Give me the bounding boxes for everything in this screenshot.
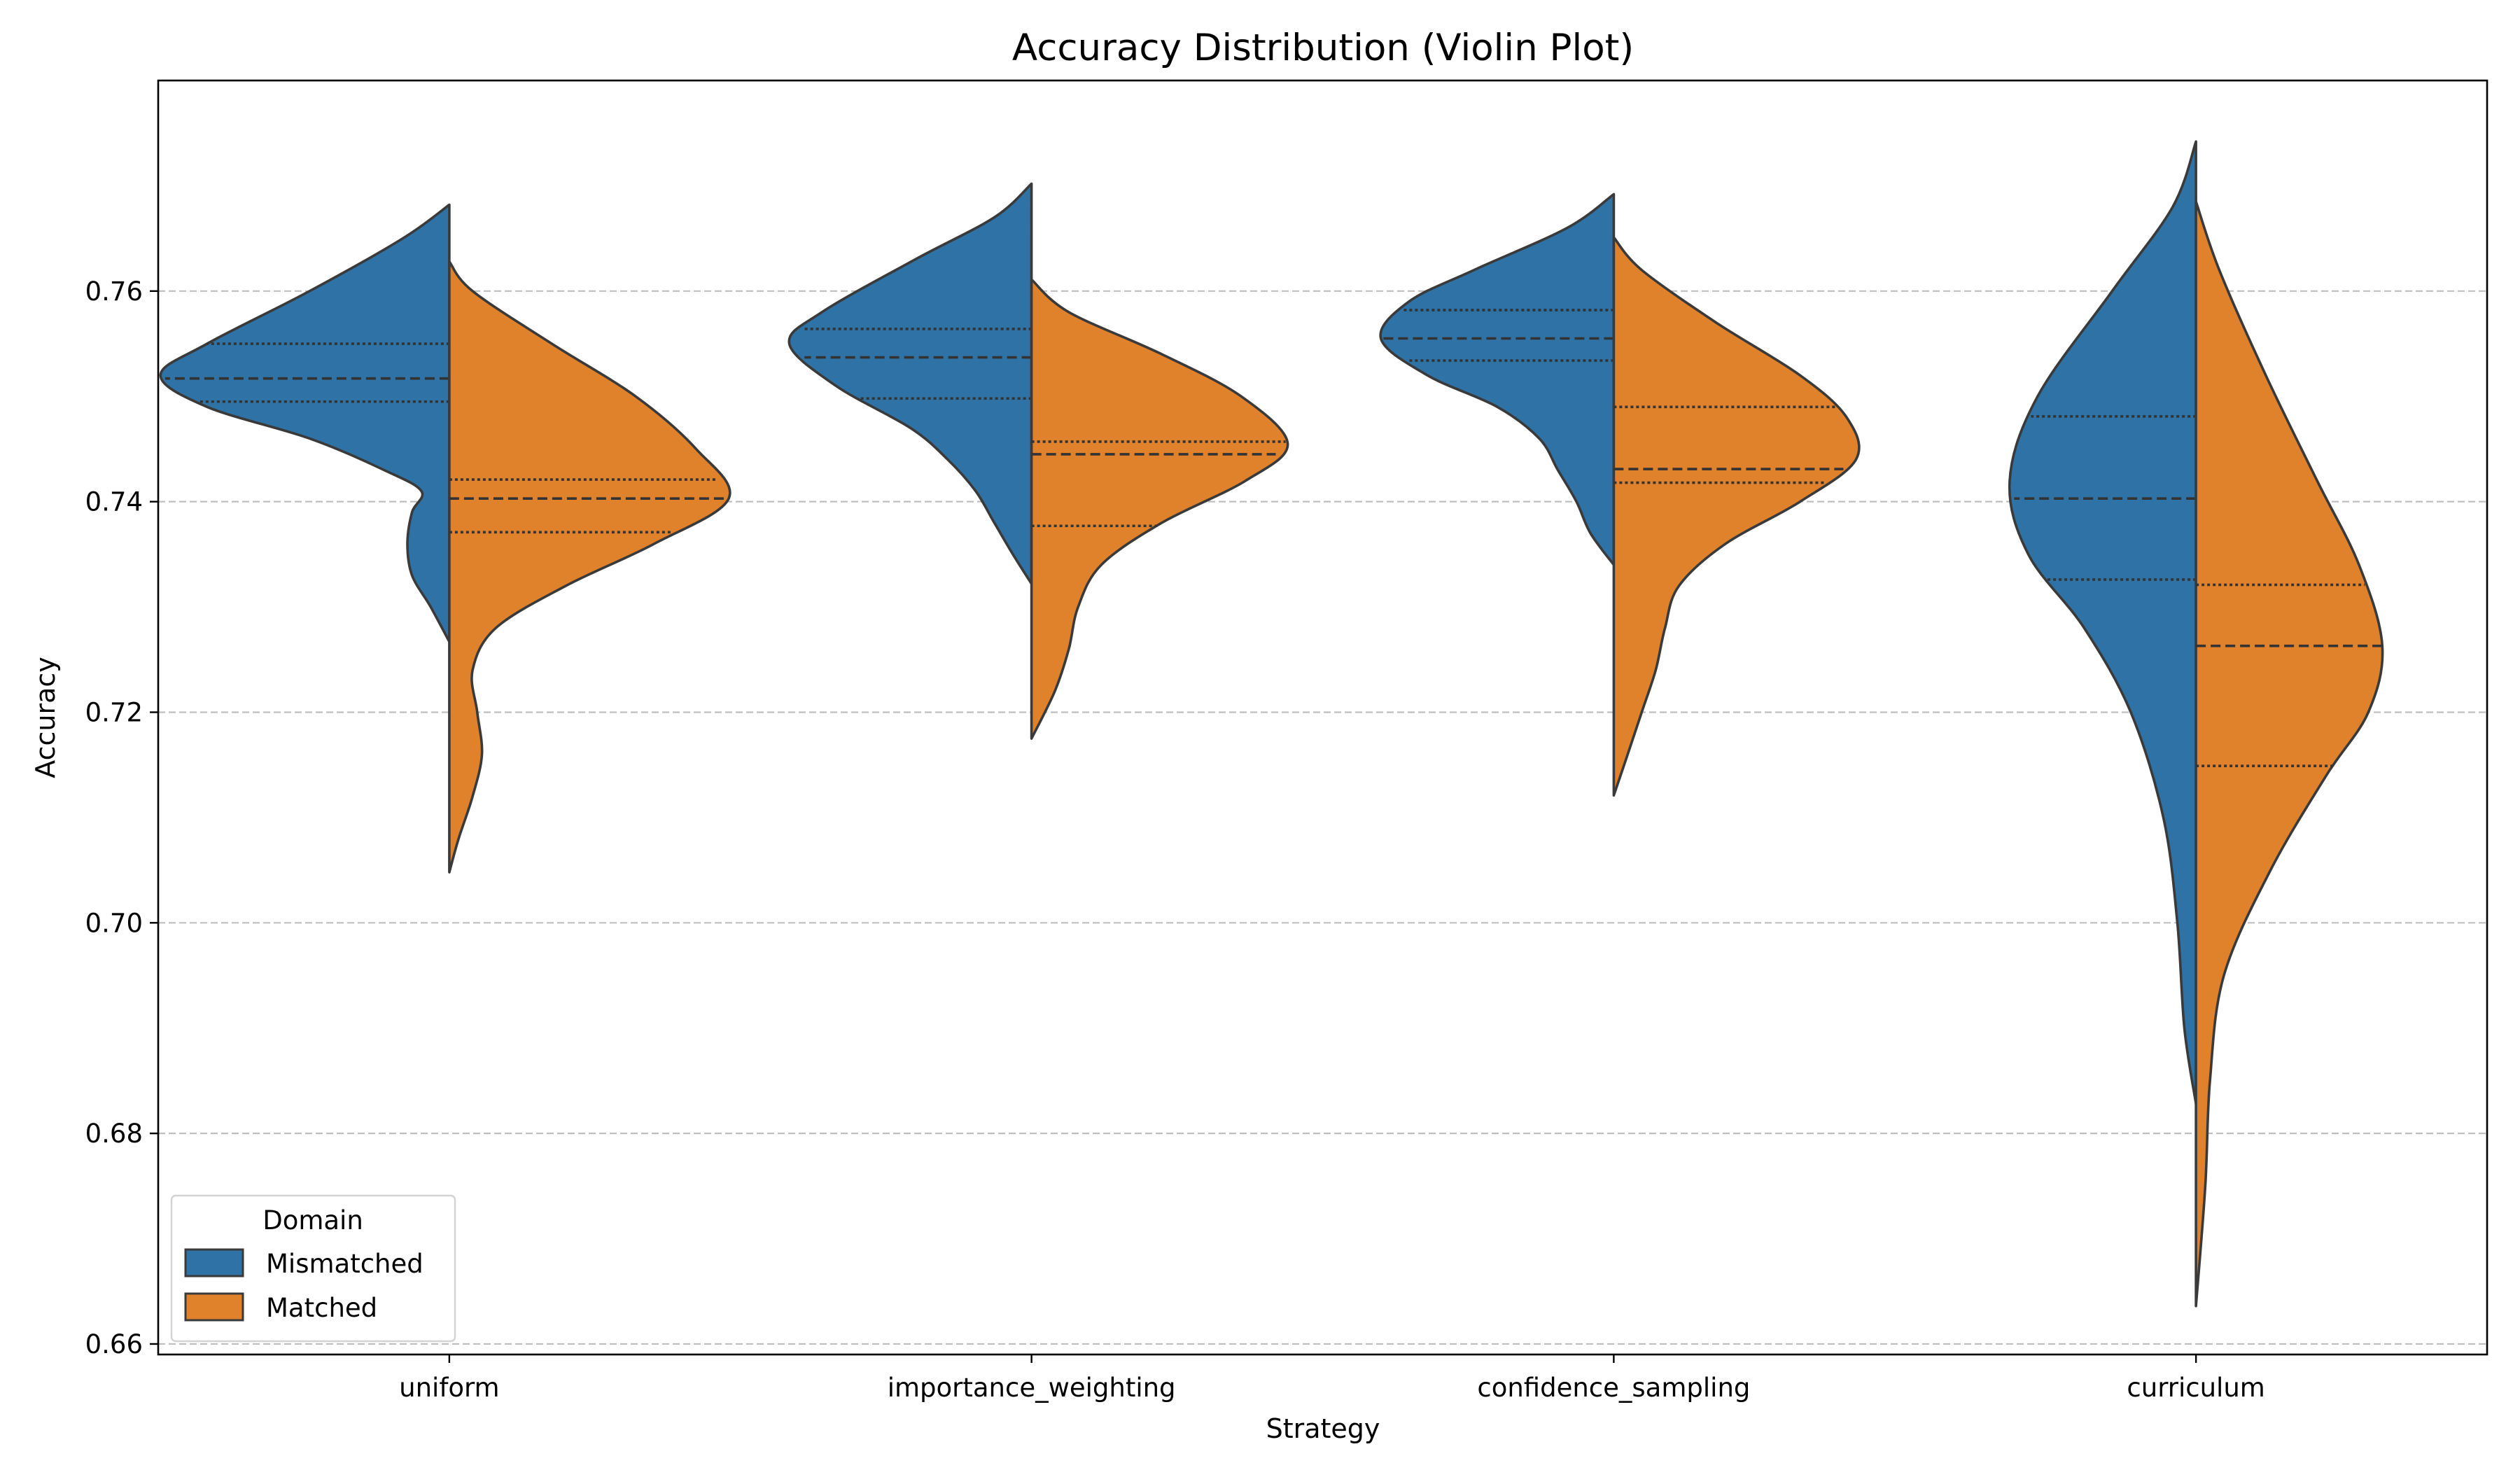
y-tick-label: 0.72	[85, 697, 143, 727]
x-axis: uniform importance_weighting confidence_sa…	[399, 1354, 2265, 1403]
violin-mismatched-importance-weighting	[788, 182, 1033, 585]
x-tick-label-confidence-sampling: confidence_sampling	[1477, 1373, 1750, 1403]
violin-body	[2194, 200, 2384, 1308]
x-tick-label-uniform: uniform	[399, 1373, 499, 1403]
y-tick-label: 0.68	[85, 1119, 143, 1149]
x-tick-label-importance-weighting: importance_weighting	[888, 1373, 1176, 1403]
y-tick-label: 0.66	[85, 1329, 143, 1359]
y-tick-label: 0.74	[85, 487, 143, 517]
violin-mismatched-uniform	[159, 203, 451, 643]
legend-swatch-mismatched	[184, 1248, 244, 1278]
x-tick-label-curriculum: curriculum	[2127, 1373, 2264, 1403]
violin-mismatched-curriculum	[2008, 140, 2197, 1105]
violin-body	[448, 260, 732, 874]
violin-body	[788, 182, 1033, 585]
violin-matched-uniform	[448, 260, 732, 874]
violin-mismatched-confidence-sampling	[1379, 192, 1616, 566]
violin-matched-confidence-sampling	[1612, 236, 1861, 797]
violin-body	[1030, 278, 1289, 740]
legend-label-matched: Matched	[266, 1293, 377, 1323]
violin-matched-curriculum	[2194, 200, 2384, 1308]
violin-body	[1379, 192, 1616, 566]
y-tick-label: 0.70	[85, 908, 143, 938]
chart-title: Accuracy Distribution (Violin Plot)	[1012, 27, 1634, 69]
legend-label-mismatched: Mismatched	[266, 1249, 424, 1279]
violin-body	[159, 203, 451, 643]
plot-frame	[157, 79, 2488, 1356]
violin-body	[1612, 236, 1861, 797]
violins	[159, 140, 2384, 1308]
y-axis: 0.66 0.68 0.70 0.72 0.74 0.76	[85, 276, 158, 1359]
x-axis-label: Strategy	[1266, 1413, 1380, 1444]
y-tick-label: 0.76	[85, 276, 143, 307]
legend-swatch-matched	[184, 1292, 244, 1322]
violin-body	[2008, 140, 2197, 1105]
y-axis-label: Accuracy	[30, 657, 61, 778]
violin-matched-importance-weighting	[1030, 278, 1289, 740]
legend-title: Domain	[262, 1205, 363, 1236]
legend: Domain Mismatched Matched	[170, 1194, 456, 1343]
